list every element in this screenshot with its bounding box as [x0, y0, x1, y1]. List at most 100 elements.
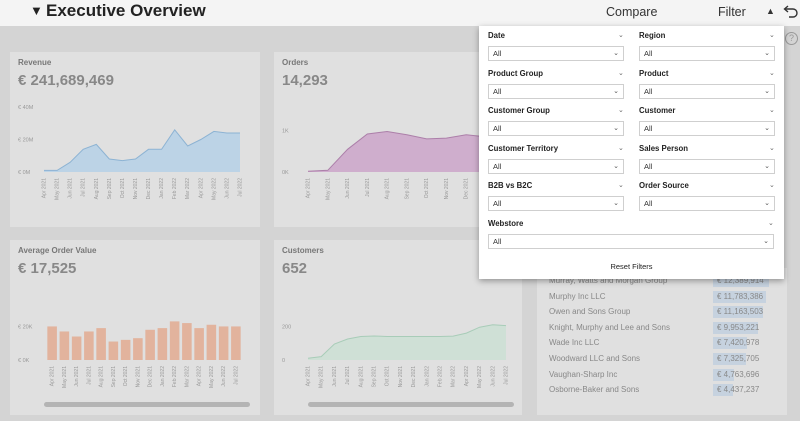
- x-tick-label: Apr 2021: [50, 366, 56, 387]
- list-item[interactable]: Owen and Sons Group € 11,163,503: [549, 305, 789, 320]
- x-tick-label: Jul 2022: [238, 178, 244, 197]
- filter-select-customer-group[interactable]: All ⌄: [488, 121, 624, 137]
- chart-line: [307, 324, 507, 359]
- y-tick-label: € 40M: [18, 105, 34, 111]
- orders-title: Orders: [282, 58, 309, 67]
- x-tick-label: Nov 2021: [135, 366, 141, 388]
- list-item[interactable]: Murphy Inc LLC € 11,783,386: [549, 290, 789, 305]
- x-tick-label: Oct 2021: [424, 178, 430, 199]
- customers-scrollbar[interactable]: [308, 402, 514, 407]
- x-tick-label: Dec 2021: [464, 178, 470, 200]
- reset-filters-button[interactable]: Reset Filters: [610, 262, 653, 271]
- filter-select-webstore[interactable]: All ⌄: [488, 234, 774, 249]
- filter-select-sales-person[interactable]: All ⌄: [639, 158, 775, 174]
- collapse-chevron-icon[interactable]: ⌄: [769, 144, 775, 152]
- customer-value-bar: [713, 353, 747, 365]
- customer-value-bar: [713, 384, 734, 397]
- top-customers-card: Murray, Watts and Morgan Group € 12,389,9…: [537, 268, 787, 415]
- x-tick-label: Jan 2022: [424, 366, 430, 387]
- x-tick-label: Jun 2022: [490, 366, 496, 387]
- orders-value: 14,293: [282, 72, 328, 89]
- list-item[interactable]: Woodward LLC and Sons € 7,325,705: [549, 352, 789, 367]
- x-tick-label: Apr 2022: [198, 178, 204, 199]
- list-item[interactable]: Knight, Murphy and Lee and Sons € 9,953,2…: [549, 321, 789, 336]
- list-item[interactable]: Vaughan-Sharp Inc € 4,763,696: [549, 368, 789, 383]
- y-tick-label: € 20M: [18, 138, 34, 144]
- collapse-chevron-icon[interactable]: ⌄: [618, 32, 624, 39]
- collapse-chevron-icon[interactable]: ⌄: [769, 69, 775, 77]
- filter-select-value: All: [493, 199, 502, 209]
- filter-select-value: All: [644, 86, 653, 96]
- help-icon[interactable]: ?: [785, 32, 798, 45]
- chart-bar: [231, 326, 241, 360]
- x-tick-label: Sep 2021: [372, 366, 378, 388]
- filter-select-customer[interactable]: All ⌄: [639, 121, 775, 137]
- chevron-down-icon: ⌄: [764, 125, 770, 133]
- y-tick-label: 0K: [282, 170, 289, 176]
- x-tick-label: Jul 2021: [345, 366, 351, 385]
- x-tick-label: Apr 2021: [42, 178, 48, 199]
- customer-name: Knight, Murphy and Lee and Sons: [549, 322, 670, 332]
- chart-line: [44, 128, 240, 171]
- x-tick-label: Aug 2021: [99, 366, 105, 388]
- aov-scrollbar[interactable]: [44, 402, 250, 407]
- collapse-chevron-icon[interactable]: ⌄: [768, 220, 774, 227]
- chevron-down-icon: ⌄: [763, 238, 769, 245]
- filter-select-value: All: [644, 161, 653, 171]
- x-tick-label: Oct 2021: [123, 366, 129, 387]
- filter-button[interactable]: Filter: [718, 5, 746, 19]
- list-item[interactable]: Osborne-Baker and Sons € 4,437,237: [549, 383, 789, 398]
- caret-up-icon[interactable]: ▲: [766, 6, 775, 16]
- x-tick-label: Feb 2022: [438, 366, 444, 387]
- chevron-down-icon: ⌄: [764, 200, 770, 208]
- collapse-chevron-icon[interactable]: ⌄: [769, 182, 775, 190]
- page-title: Executive Overview: [46, 1, 206, 20]
- filter-select-order-source[interactable]: All ⌄: [639, 196, 775, 212]
- chart-area: [308, 324, 506, 360]
- filter-select-product[interactable]: All ⌄: [639, 83, 775, 99]
- x-tick-label: May 2022: [211, 178, 217, 200]
- customer-name: Murphy Inc LLC: [549, 291, 606, 301]
- collapse-chevron-icon[interactable]: ⌄: [618, 69, 624, 77]
- x-tick-label: Jun 2021: [345, 178, 351, 199]
- filter-select-region[interactable]: All ⌄: [639, 46, 775, 61]
- chart-bar: [120, 339, 131, 360]
- chevron-down-icon: ⌄: [764, 87, 770, 95]
- undo-icon[interactable]: [783, 3, 799, 19]
- x-tick-label: Jan 2022: [160, 366, 166, 387]
- chart-bar: [182, 323, 192, 360]
- x-tick-label: Jul 2021: [81, 178, 87, 197]
- filter-select-date[interactable]: All ⌄: [488, 46, 624, 61]
- chart-area: [308, 131, 486, 172]
- x-tick-label: Jul 2021: [365, 178, 371, 197]
- customer-value-bar: [713, 306, 764, 319]
- collapse-chevron-icon[interactable]: ⌄: [618, 107, 624, 115]
- chevron-down-icon: ⌄: [764, 50, 770, 57]
- filter-label-product-group: Product Group: [488, 68, 544, 78]
- customer-name: Wade Inc LLC: [549, 338, 600, 348]
- customer-name: Osborne-Baker and Sons: [549, 385, 640, 395]
- collapse-icon[interactable]: ▼: [30, 3, 43, 18]
- collapse-chevron-icon[interactable]: ⌄: [769, 107, 775, 115]
- y-tick-label: 200: [282, 324, 291, 330]
- list-item[interactable]: Wade Inc LLC € 7,420,978: [549, 336, 789, 351]
- collapse-chevron-icon[interactable]: ⌄: [769, 32, 775, 39]
- chart-bar: [133, 338, 143, 360]
- compare-button[interactable]: Compare: [606, 5, 658, 19]
- x-tick-label: Mar 2022: [184, 366, 190, 387]
- chart-bar: [194, 328, 204, 360]
- x-tick-label: Oct 2021: [385, 366, 391, 387]
- collapse-chevron-icon[interactable]: ⌄: [618, 182, 624, 190]
- filter-select-product-group[interactable]: All ⌄: [488, 83, 624, 99]
- filter-select-b2b-vs-b2c[interactable]: All ⌄: [488, 196, 624, 212]
- filter-select-value: All: [493, 86, 502, 96]
- filter-label-sales-person: Sales Person: [639, 143, 688, 153]
- customer-value-bar: [713, 290, 767, 303]
- filter-select-customer-territory[interactable]: All ⌄: [488, 158, 624, 174]
- customer-name: Vaughan-Sharp Inc: [549, 369, 618, 379]
- top-bar: ▼ Executive Overview Compare Filter ▲: [0, 0, 800, 26]
- filter-select-value: All: [644, 124, 653, 134]
- customers-card: Customers 652 0 200 Apr 2021 May 2021 Jun 20…: [274, 240, 522, 415]
- collapse-chevron-icon[interactable]: ⌄: [618, 144, 624, 152]
- chevron-down-icon: ⌄: [764, 162, 770, 170]
